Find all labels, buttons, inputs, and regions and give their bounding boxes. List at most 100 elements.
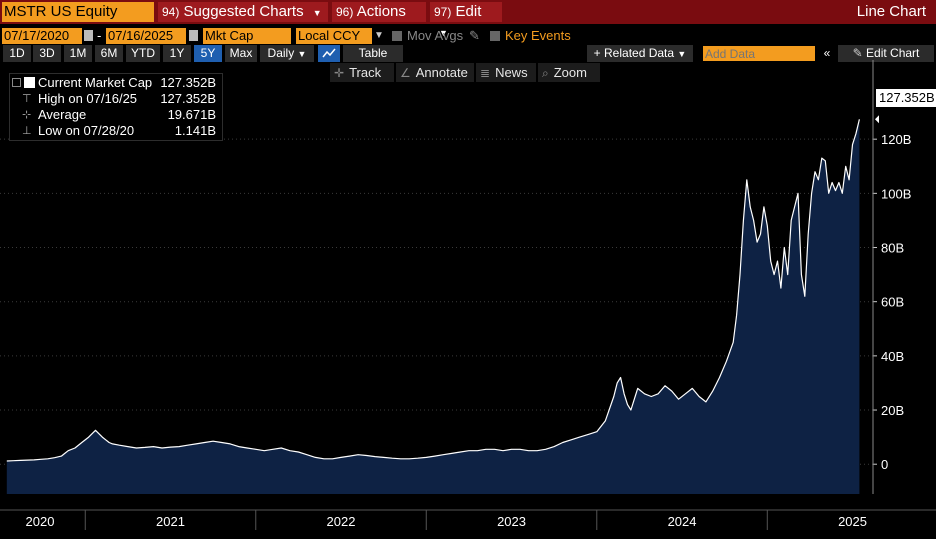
line-chart-icon[interactable] xyxy=(318,45,340,62)
legend-average: ⊹ Average 19.671B xyxy=(10,107,222,123)
tool-label: Zoom xyxy=(553,65,587,80)
key-events-checkbox[interactable] xyxy=(490,31,500,41)
period-5y-button[interactable]: 5Y xyxy=(194,45,222,62)
related-data-dropdown[interactable]: + Related Data ▼ xyxy=(587,45,693,62)
chart-type-label: Line Chart xyxy=(856,3,926,20)
ticker-field[interactable]: MSTR US Equity xyxy=(2,2,154,22)
average-marker-icon: ⊹ xyxy=(22,109,32,121)
date-separator: - xyxy=(97,28,102,43)
menu-number: 97) xyxy=(434,5,452,19)
control-bar: 07/17/2020 - 07/16/2025 Mkt Cap Local CC… xyxy=(0,27,936,45)
chevron-down-icon: ▼ xyxy=(312,8,322,18)
x-axis-band xyxy=(0,494,936,539)
annotate-button[interactable]: ∠ Annotate xyxy=(396,63,474,82)
crosshair-icon: ✛ xyxy=(334,66,345,80)
menu-number: 96) xyxy=(336,5,354,19)
y-tick-label: 20B xyxy=(881,403,904,418)
start-date-field[interactable]: 07/17/2020 xyxy=(2,28,82,44)
chevron-down-icon: ▼ xyxy=(297,49,307,59)
collapse-box-icon[interactable] xyxy=(12,78,21,87)
frequency-label: Daily xyxy=(267,46,295,60)
period-1y-button[interactable]: 1Y xyxy=(163,45,191,62)
x-tick-label: 2020 xyxy=(26,514,55,529)
tool-bar: ✛ Track ∠ Annotate ≣ News ⌕ Zoom xyxy=(0,63,936,82)
period-max-button[interactable]: Max xyxy=(225,45,257,62)
legend-label: Low on 07/28/20 xyxy=(38,123,135,138)
legend-value: 127.352B xyxy=(160,91,216,106)
x-tick-label: 2025 xyxy=(838,514,867,529)
edit-chart-label: Edit Chart xyxy=(866,46,920,60)
pencil-icon: ✎ xyxy=(852,46,863,60)
chevron-down-icon[interactable]: ▼ xyxy=(374,30,384,41)
legend-label: Average xyxy=(38,107,87,122)
period-ytd-button[interactable]: YTD xyxy=(126,45,160,62)
period-3d-button[interactable]: 3D xyxy=(33,45,61,62)
currency-selector[interactable]: Local CCY xyxy=(296,28,372,44)
y-tick-label: 0 xyxy=(881,457,888,472)
menu-label: Actions xyxy=(356,3,406,20)
legend: Current Market Cap 127.352B ⊤ High on 07… xyxy=(9,73,223,141)
menu-label: Suggested Charts xyxy=(183,3,304,20)
x-tick-label: 2023 xyxy=(497,514,526,529)
menu-label: Edit xyxy=(455,3,482,20)
market-cap-line xyxy=(6,119,860,462)
low-marker-icon: ⊥ xyxy=(22,125,32,137)
news-button[interactable]: ≣ News xyxy=(476,63,536,82)
y-tick-label: 100B xyxy=(881,186,911,201)
period-1d-button[interactable]: 1D xyxy=(3,45,31,62)
edit-menu[interactable]: 97) Edit ▼ xyxy=(430,2,502,38)
menu-number: 94) xyxy=(162,5,180,19)
x-tick-label: 2021 xyxy=(156,514,185,529)
period-6m-button[interactable]: 6M xyxy=(95,45,123,62)
y-tick-label: 60B xyxy=(881,295,904,310)
frequency-dropdown[interactable]: Daily ▼ xyxy=(260,45,314,62)
zoom-button[interactable]: ⌕ Zoom xyxy=(538,63,600,82)
legend-current-market-cap[interactable]: Current Market Cap 127.352B xyxy=(10,75,222,91)
y-tick-label: 40B xyxy=(881,349,904,364)
title-bar: MSTR US Equity 94) Suggested Charts ▼ 96… xyxy=(0,0,936,38)
suggested-charts-menu[interactable]: 94) Suggested Charts ▼ xyxy=(158,2,328,22)
y-tick-label: 80B xyxy=(881,241,904,256)
legend-label: Current Market Cap xyxy=(38,75,153,90)
actions-menu[interactable]: 96) Actions ▼ xyxy=(332,2,426,38)
x-tick-label: 2022 xyxy=(327,514,356,529)
news-icon: ≣ xyxy=(480,66,491,80)
period-1m-button[interactable]: 1M xyxy=(64,45,92,62)
field-selector[interactable]: Mkt Cap xyxy=(203,28,291,44)
legend-label: High on 07/16/25 xyxy=(38,91,138,106)
legend-value: 19.671B xyxy=(167,107,216,122)
end-date-field[interactable]: 07/16/2025 xyxy=(106,28,186,44)
period-bar: 1D 3D 1M 6M YTD 1Y 5Y Max Daily ▼ Table … xyxy=(0,45,936,62)
add-data-input[interactable] xyxy=(703,46,815,61)
market-cap-area xyxy=(6,119,860,495)
related-data-label: + Related Data xyxy=(593,46,675,60)
legend-high: ⊤ High on 07/16/25 127.352B xyxy=(10,91,222,107)
high-marker-icon: ⊤ xyxy=(22,93,32,105)
calendar-icon[interactable] xyxy=(84,30,93,41)
pencil-icon[interactable]: ✎ xyxy=(469,28,480,43)
mov-avgs-label: Mov Avgs xyxy=(407,28,464,43)
chevron-down-icon: ▼ xyxy=(677,49,687,59)
legend-value: 1.141B xyxy=(174,123,216,138)
line-chart-glyph xyxy=(322,48,336,58)
x-tick-label: 2024 xyxy=(668,514,697,529)
legend-low: ⊥ Low on 07/28/20 1.141B xyxy=(10,123,222,139)
tool-label: Annotate xyxy=(415,65,468,80)
series-color-swatch xyxy=(24,77,35,88)
calendar-icon[interactable] xyxy=(189,30,198,41)
table-button[interactable]: Table xyxy=(343,45,403,62)
last-value-pointer xyxy=(875,115,879,124)
legend-value: 127.352B xyxy=(160,75,216,90)
track-button[interactable]: ✛ Track xyxy=(330,63,394,82)
y-tick-label: 120B xyxy=(881,132,911,147)
tool-label: News xyxy=(495,65,528,80)
chevron-down-icon: ▼ xyxy=(439,28,448,38)
edit-chart-button[interactable]: ✎ Edit Chart xyxy=(838,45,934,62)
last-value-label: 127.352B xyxy=(876,89,936,107)
plot-area xyxy=(6,115,879,495)
mov-avgs-checkbox[interactable] xyxy=(392,31,402,41)
chart-axes: 0 20B 40B 60B 80B 100B 120B 2020 2021 2022 2023 202… xyxy=(0,60,936,539)
key-events-label: Key Events xyxy=(505,28,571,43)
collapse-icon[interactable]: « xyxy=(818,45,836,62)
